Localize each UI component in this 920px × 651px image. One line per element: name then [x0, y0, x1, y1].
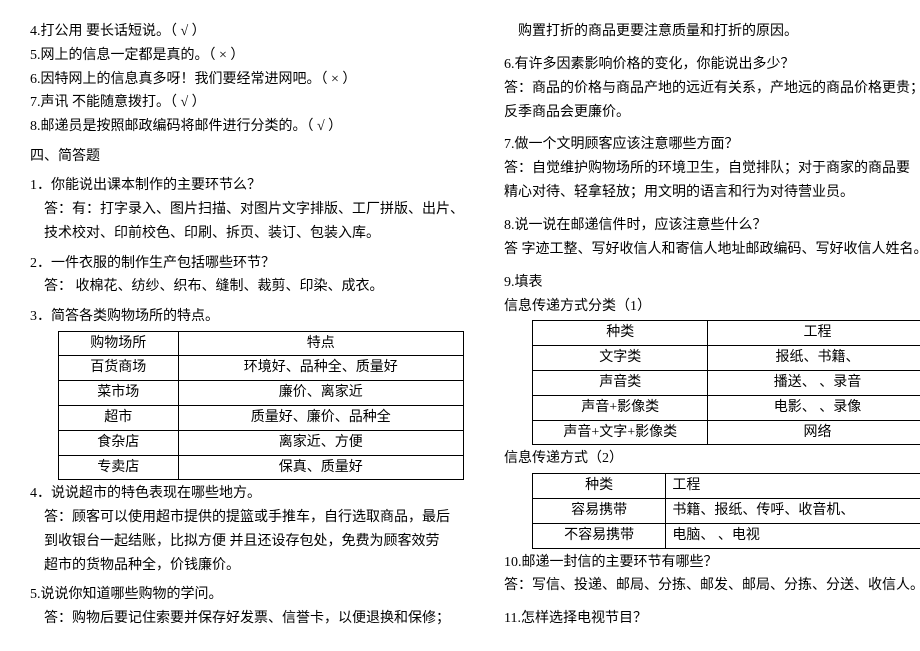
q2: 2．一件衣服的制作生产包括哪些环节？	[30, 252, 464, 276]
q1-answer-2: 技术校对、印前校色、印刷、拆页、装订、包装入库。	[30, 222, 464, 246]
t1-r1b: 报纸、书籍、	[708, 346, 920, 371]
q9-sub2: 信息传递方式（2）	[504, 447, 920, 471]
q4: 4．说说超市的特色表现在哪些地方。	[30, 482, 464, 506]
q6-answer-2: 反季商品会更廉价。	[504, 101, 920, 125]
t1-r3b: 电影、 、录像	[708, 395, 920, 420]
t2-h1: 种类	[533, 474, 666, 499]
q3-r3a: 超市	[59, 406, 179, 431]
tf-q7: 7.声讯 不能随意拨打。（ √ ）	[30, 91, 464, 115]
tf-q8: 8.邮递员是按照邮政编码将邮件进行分类的。（ √ ）	[30, 115, 464, 139]
q3-r4a: 食杂店	[59, 430, 179, 455]
q7-answer-1: 答：自觉维护购物场所的环境卫生，自觉排队；对于商家的商品要	[504, 157, 920, 181]
q1: 1．你能说出课本制作的主要环节么？	[30, 174, 464, 198]
q4-answer-2: 到收银台一起结账，比拟方便 并且还设存包处，免费为顾客效劳	[30, 530, 464, 554]
q9-table-1: 种类工程 文字类报纸、书籍、 声音类播送、 、录音 声音+影像类电影、 、录像 …	[532, 320, 920, 445]
t1-r4a: 声音+文字+影像类	[533, 420, 708, 445]
t2-r2b: 电脑、 、电视	[666, 523, 920, 548]
section4-title: 四、简答题	[30, 145, 464, 169]
q3-r1a: 百货商场	[59, 356, 179, 381]
q3-table: 购物场所特点 百货商场环境好、品种全、质量好 菜市场廉价、离家近 超市质量好、廉…	[58, 331, 464, 481]
q3-r3b: 质量好、廉价、品种全	[178, 406, 463, 431]
q3-r5b: 保真、质量好	[178, 455, 463, 480]
q6: 6.有许多因素影响价格的变化，你能说出多少？	[504, 53, 920, 77]
q6-answer-1: 答：商品的价格与商品产地的远近有关系，产地远的商品价格更贵；	[504, 77, 920, 101]
q3-r1b: 环境好、品种全、质量好	[178, 356, 463, 381]
t1-r1a: 文字类	[533, 346, 708, 371]
q3: 3．简答各类购物场所的特点。	[30, 305, 464, 329]
q3-r4b: 离家近、方便	[178, 430, 463, 455]
t2-r1b: 书籍、报纸、传呼、收音机、	[666, 498, 920, 523]
q5-cont: 购置打折的商品更要注意质量和打折的原因。	[504, 20, 920, 44]
t2-r1a: 容易携带	[533, 498, 666, 523]
q3-h1: 购物场所	[59, 331, 179, 356]
q4-answer-1: 答：顾客可以使用超市提供的提篮或手推车，自行选取商品，最后	[30, 506, 464, 530]
q9-table-2: 种类工程 容易携带书籍、报纸、传呼、收音机、 不容易携带电脑、 、电视	[532, 473, 920, 548]
t2-r2a: 不容易携带	[533, 523, 666, 548]
q9: 9.填表	[504, 271, 920, 295]
tf-q4: 4.打公用 要长话短说。（ √ ）	[30, 20, 464, 44]
t1-r4b: 网络	[708, 420, 920, 445]
q3-r2a: 菜市场	[59, 381, 179, 406]
q5: 5.说说你知道哪些购物的学问。	[30, 583, 464, 607]
t1-r3a: 声音+影像类	[533, 395, 708, 420]
q8: 8.说一说在邮递信件时，应该注意些什么？	[504, 214, 920, 238]
t1-h1: 种类	[533, 321, 708, 346]
q4-answer-3: 超市的货物品种全，价钱廉价。	[30, 554, 464, 578]
tf-q6: 6.因特网上的信息真多呀！我们要经常进网吧。（ × ）	[30, 68, 464, 92]
q9-sub1: 信息传递方式分类（1）	[504, 295, 920, 319]
q8-answer: 答 字迹工整、写好收信人和寄信人地址邮政编码、写好收信人姓名。	[504, 238, 920, 262]
tf-q5: 5.网上的信息一定都是真的。（ × ）	[30, 44, 464, 68]
q3-r2b: 廉价、离家近	[178, 381, 463, 406]
q5-answer: 答：购物后要记住索要并保存好发票、信誉卡，以便退换和保修；	[30, 607, 464, 631]
q10-answer: 答：写信、投递、邮局、分拣、邮发、邮局、分拣、分送、收信人。	[504, 574, 920, 598]
q10: 10.邮递一封信的主要环节有哪些？	[504, 551, 920, 575]
q3-h2: 特点	[178, 331, 463, 356]
q1-answer-1: 答：有：打字录入、图片扫描、对图片文字排版、工厂拼版、出片、	[30, 198, 464, 222]
t2-h2: 工程	[666, 474, 920, 499]
t1-r2a: 声音类	[533, 370, 708, 395]
t1-r2b: 播送、 、录音	[708, 370, 920, 395]
t1-h2: 工程	[708, 321, 920, 346]
q2-answer: 答： 收棉花、纺纱、织布、缝制、裁剪、印染、成衣。	[30, 275, 464, 299]
q11: 11.怎样选择电视节目？	[504, 607, 920, 631]
q7: 7.做一个文明顾客应该注意哪些方面？	[504, 133, 920, 157]
q3-r5a: 专卖店	[59, 455, 179, 480]
q7-answer-2: 精心对待、轻拿轻放；用文明的语言和行为对待营业员。	[504, 181, 920, 205]
